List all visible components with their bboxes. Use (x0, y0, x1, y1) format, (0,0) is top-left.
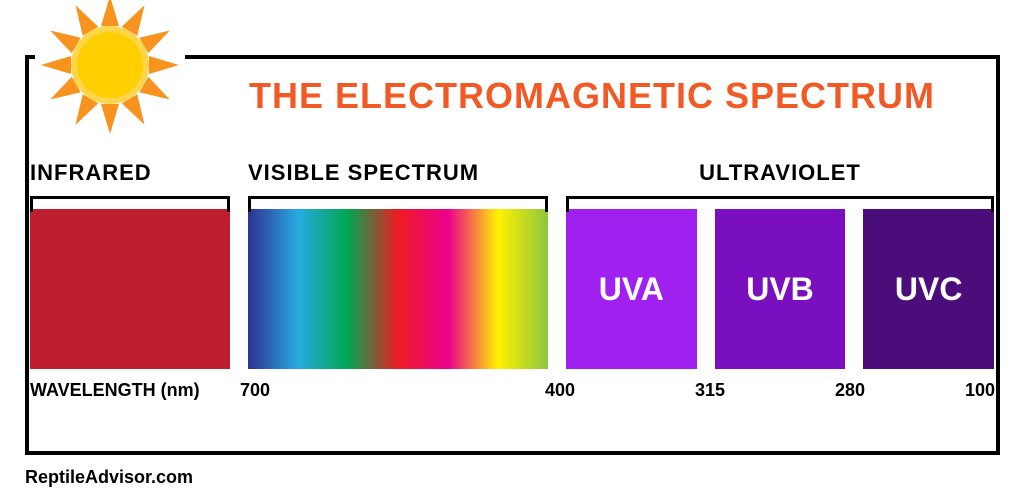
infrared-section: INFRARED (30, 160, 230, 369)
uv-band-uva: UVA (566, 209, 697, 369)
visible-label: VISIBLE SPECTRUM (248, 160, 548, 190)
uv-band-uvb: UVB (715, 209, 846, 369)
infrared-block (30, 209, 230, 369)
infrared-rule (30, 196, 230, 199)
wavelength-value: 100 (965, 380, 995, 401)
ultraviolet-rule (566, 196, 994, 199)
infrared-label: INFRARED (30, 160, 230, 190)
wavelength-value: 400 (545, 380, 575, 401)
visible-section: VISIBLE SPECTRUM (248, 160, 548, 369)
wavelength-value: 315 (695, 380, 725, 401)
wavelength-label: WAVELENGTH (nm) (30, 380, 200, 401)
diagram-title: THE ELECTROMAGNETIC SPECTRUM (200, 75, 984, 117)
uv-bands: UVAUVBUVC (566, 209, 994, 369)
uv-band-uvc: UVC (863, 209, 994, 369)
credit-text: ReptileAdvisor.com (25, 467, 193, 488)
ultraviolet-section: ULTRAVIOLET UVAUVBUVC (566, 160, 994, 369)
spectrum-sections: INFRARED VISIBLE SPECTRUM ULTRAVIOLET UV… (30, 160, 994, 369)
wavelength-value: 700 (240, 380, 270, 401)
wavelength-axis: WAVELENGTH (nm) 700 400 315 280 100 (30, 380, 994, 410)
sun-icon (35, 0, 185, 140)
ultraviolet-label: ULTRAVIOLET (566, 160, 994, 190)
visible-block (248, 209, 548, 369)
wavelength-value: 280 (835, 380, 865, 401)
visible-rule (248, 196, 548, 199)
